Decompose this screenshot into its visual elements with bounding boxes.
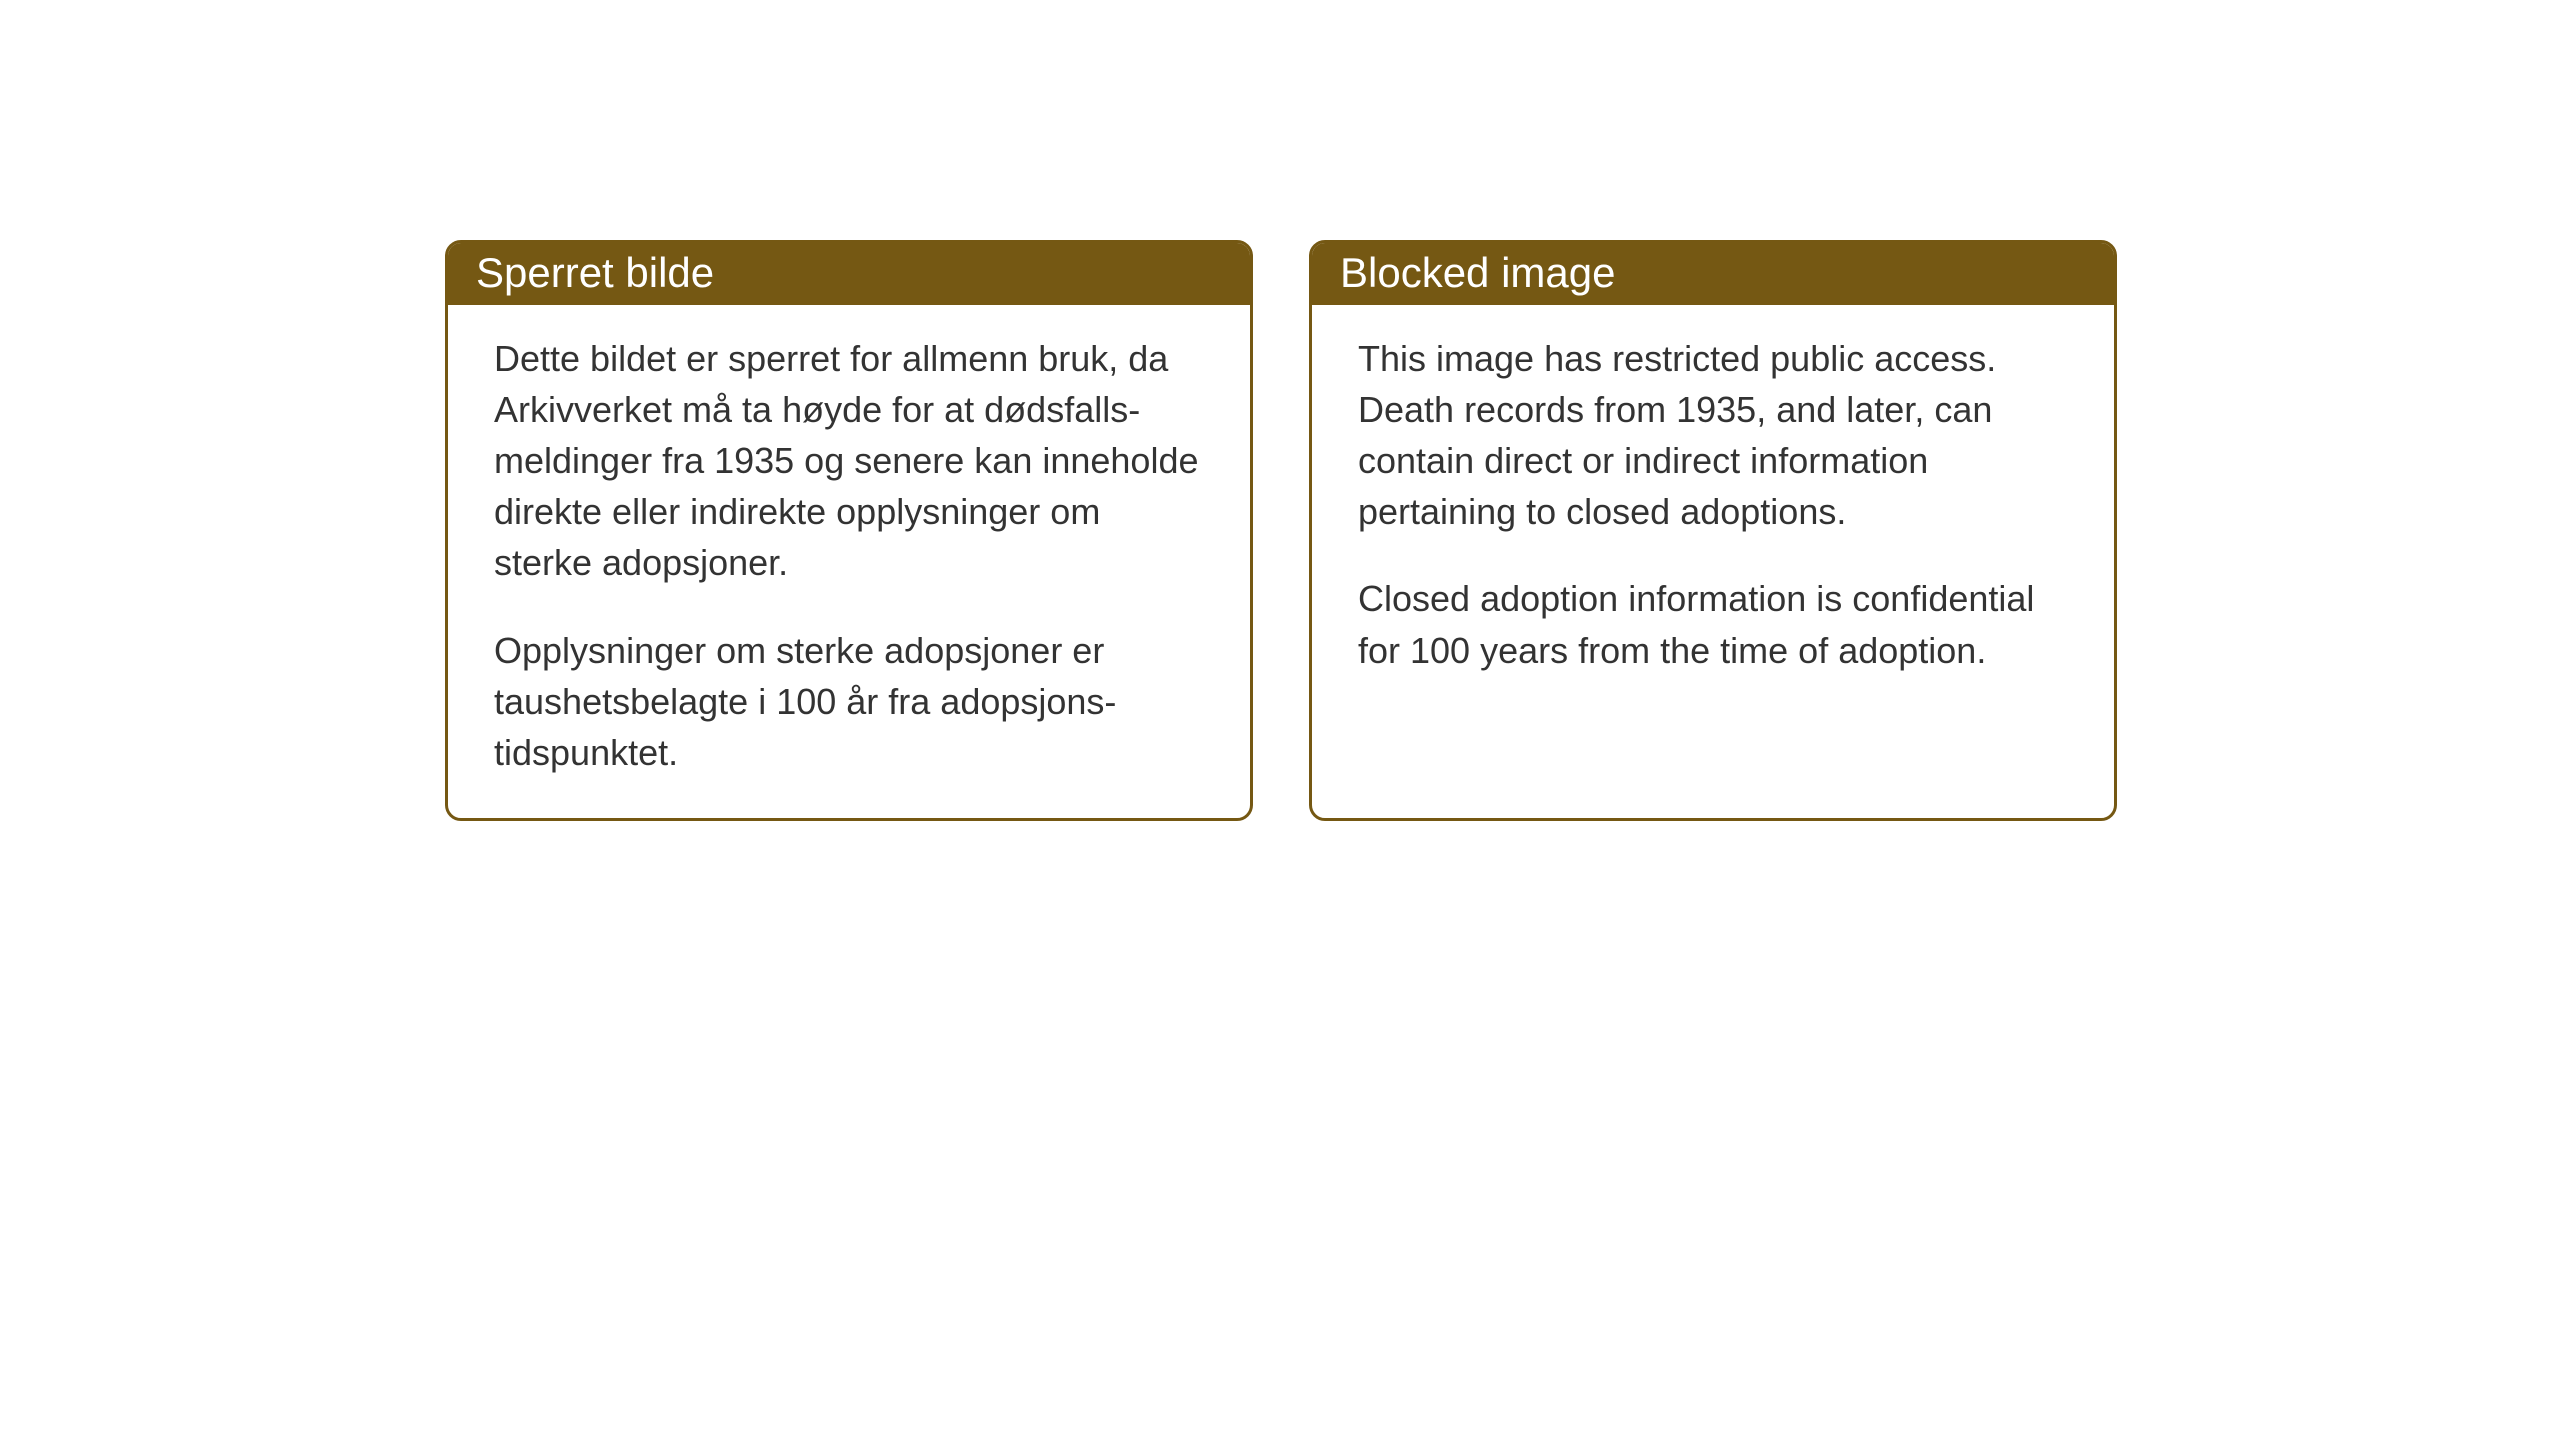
norwegian-card-header: Sperret bilde [448, 243, 1250, 305]
english-paragraph-2: Closed adoption information is confident… [1358, 573, 2068, 675]
english-notice-card: Blocked image This image has restricted … [1309, 240, 2117, 821]
notice-container: Sperret bilde Dette bildet er sperret fo… [445, 240, 2117, 821]
norwegian-title: Sperret bilde [476, 249, 714, 296]
norwegian-card-body: Dette bildet er sperret for allmenn bruk… [448, 305, 1250, 818]
english-paragraph-1: This image has restricted public access.… [1358, 333, 2068, 537]
norwegian-paragraph-2: Opplysninger om sterke adopsjoner er tau… [494, 625, 1204, 778]
norwegian-notice-card: Sperret bilde Dette bildet er sperret fo… [445, 240, 1253, 821]
norwegian-paragraph-1: Dette bildet er sperret for allmenn bruk… [494, 333, 1204, 589]
english-card-header: Blocked image [1312, 243, 2114, 305]
english-card-body: This image has restricted public access.… [1312, 305, 2114, 716]
english-title: Blocked image [1340, 249, 1615, 296]
